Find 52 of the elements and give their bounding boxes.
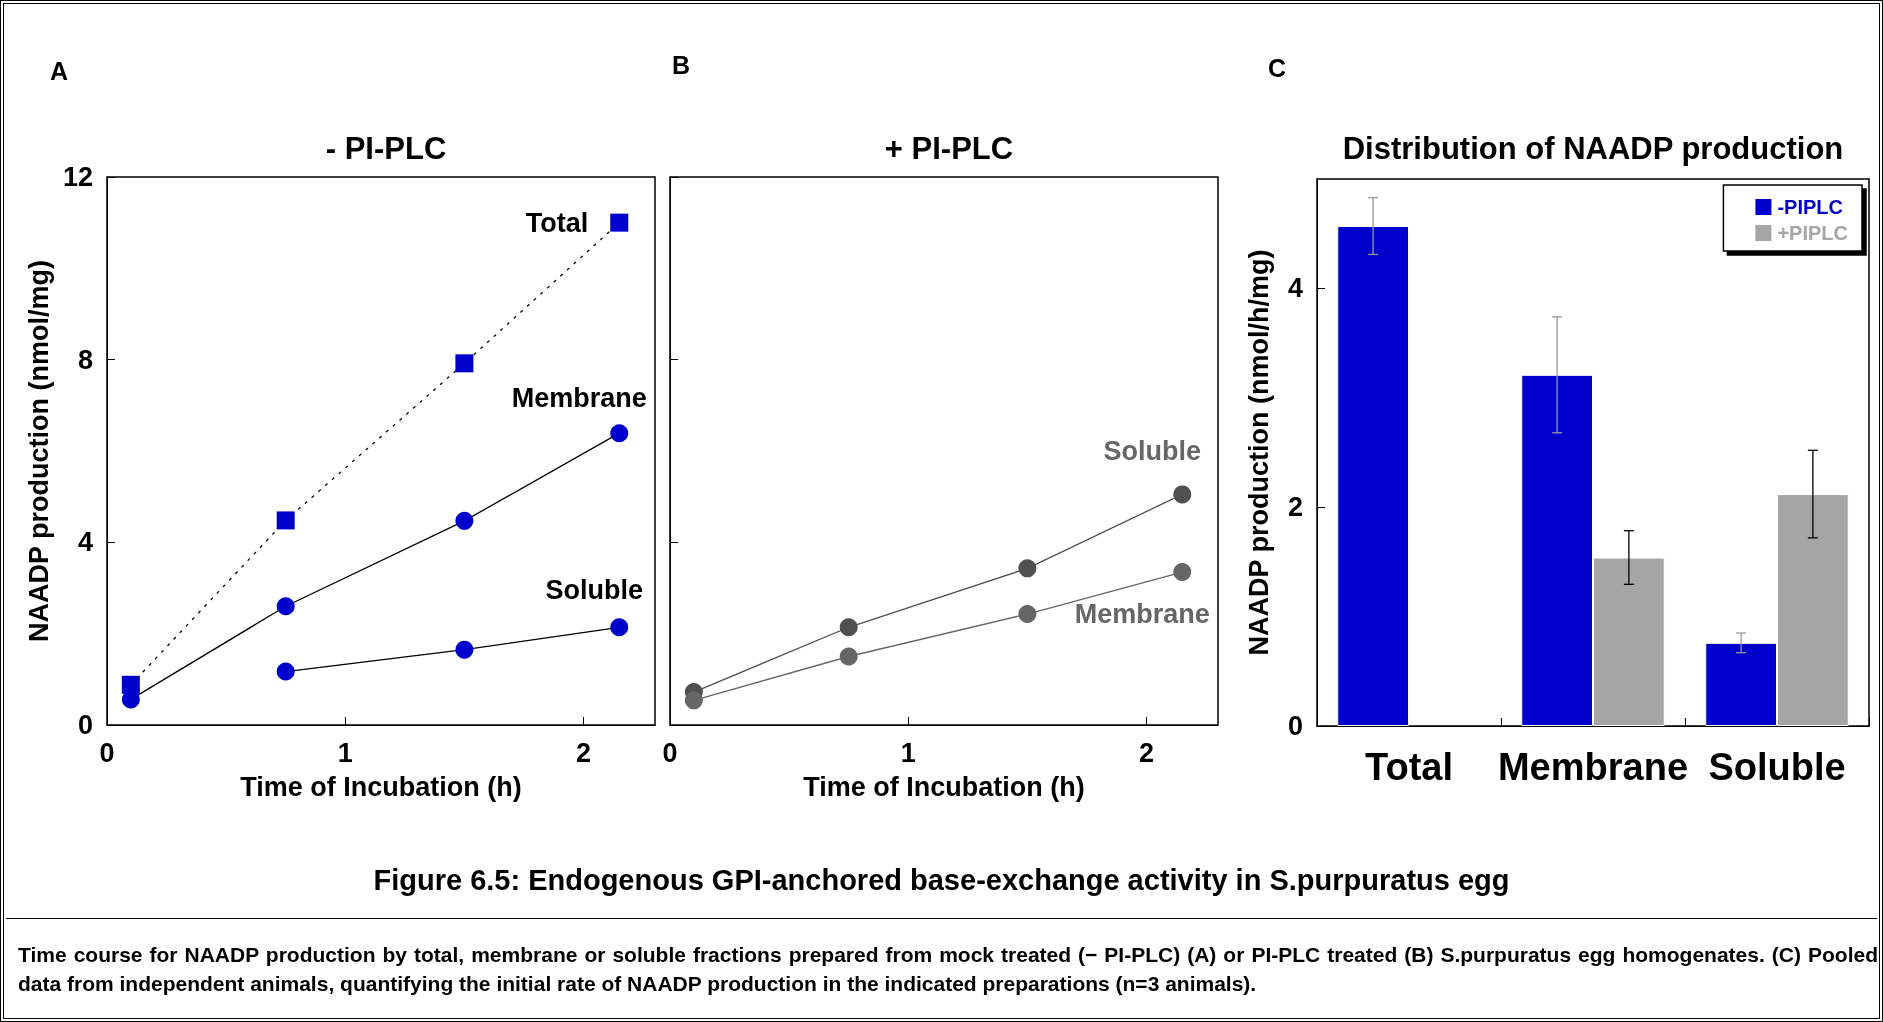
legend-label: -PIPLC bbox=[1777, 196, 1843, 218]
series-label: Membrane bbox=[1074, 598, 1210, 629]
x-tick-label: 0 bbox=[99, 737, 115, 768]
point bbox=[1018, 559, 1037, 578]
x-tick-label: 1 bbox=[337, 737, 353, 768]
point bbox=[276, 597, 295, 616]
point bbox=[839, 618, 858, 637]
point bbox=[1173, 485, 1192, 504]
point bbox=[455, 640, 474, 659]
point bbox=[839, 647, 858, 666]
chart-title: + PI-PLC bbox=[884, 131, 1014, 166]
text: Time course for NAADP production by total, membrane or soluble fractions prepared from mock treated (− PI-PLC) (A) or PI-PLC treated (B) S.purpuratus egg homogenates. (C) Pooled data from independent animals, quantifying the initial rate of NAADP production in the indicated preparations (n=3 animals). bbox=[18, 942, 1878, 997]
series-label: Soluble bbox=[545, 574, 644, 605]
legend-label: +PIPLC bbox=[1777, 222, 1848, 244]
y-tick-label: 4 bbox=[77, 527, 93, 558]
y-tick-label: 4 bbox=[1287, 273, 1303, 304]
series-label: Membrane bbox=[511, 382, 647, 413]
bar bbox=[1337, 226, 1409, 726]
y-axis-title: NAADP production (nmol/mg) bbox=[23, 260, 54, 642]
point bbox=[455, 511, 474, 530]
chart-title: - PI-PLC bbox=[325, 131, 447, 166]
point bbox=[1173, 563, 1192, 582]
text: C bbox=[1268, 53, 1287, 82]
point bbox=[610, 213, 629, 232]
text: B bbox=[672, 50, 691, 79]
y-tick-label: 12 bbox=[62, 162, 93, 192]
x-tick-label: Soluble bbox=[1708, 746, 1846, 788]
x-tick-label: 2 bbox=[576, 737, 592, 768]
series-label: Total bbox=[525, 207, 589, 238]
series-label: Soluble bbox=[1103, 435, 1202, 466]
x-axis-title: Time of Incubation (h) bbox=[803, 771, 1085, 802]
point bbox=[684, 691, 703, 710]
x-axis-title: Time of Incubation (h) bbox=[240, 771, 522, 802]
point bbox=[455, 354, 474, 373]
x-tick-label: Membrane bbox=[1497, 746, 1689, 788]
point bbox=[276, 662, 295, 681]
text: A bbox=[50, 56, 69, 85]
point bbox=[610, 424, 629, 443]
y-tick-label: 2 bbox=[1287, 492, 1303, 523]
y-tick-label: 8 bbox=[77, 344, 93, 375]
y-tick-label: 0 bbox=[1287, 711, 1303, 741]
point bbox=[610, 618, 629, 637]
point bbox=[276, 511, 295, 530]
point bbox=[1018, 605, 1037, 624]
caption: Figure 6.5: Endogenous GPI-anchored base-exchange activity in S.purpuratus egg bbox=[372, 864, 1511, 897]
x-tick-label: 2 bbox=[1139, 737, 1155, 768]
y-tick-label: 0 bbox=[77, 710, 93, 740]
chart-title: Distribution of NAADP production bbox=[1342, 131, 1844, 166]
x-tick-label: 0 bbox=[662, 737, 678, 768]
x-tick-label: 1 bbox=[900, 737, 916, 768]
x-tick-label: Total bbox=[1365, 746, 1453, 788]
y-axis-title: NAADP production (nmol/h/mg) bbox=[1243, 249, 1274, 656]
